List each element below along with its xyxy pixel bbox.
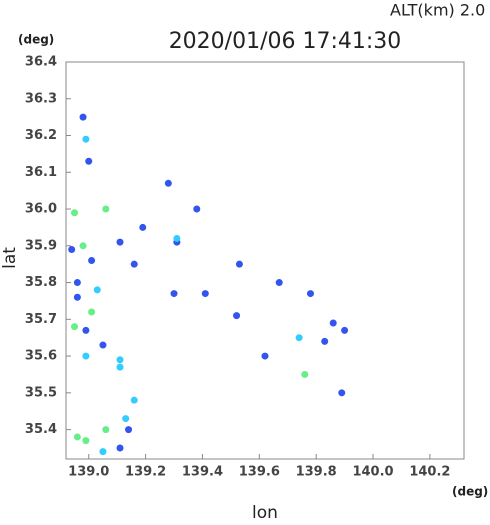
point <box>88 257 96 264</box>
point <box>68 245 76 253</box>
point <box>99 341 107 349</box>
point <box>116 238 124 246</box>
chart-title: 2020/01/06 17:41:30 <box>169 29 402 54</box>
y-tick-label: 36.2 <box>25 128 57 143</box>
x-tick-label: 139.2 <box>125 465 166 480</box>
point <box>93 286 101 294</box>
point <box>130 396 138 404</box>
y-unit: (deg) <box>18 33 54 47</box>
x-unit: (deg) <box>452 485 488 499</box>
x-label: lon <box>252 503 278 521</box>
point <box>164 179 172 187</box>
point <box>321 337 329 345</box>
point <box>88 308 96 316</box>
x-tick-label: 139.4 <box>182 465 223 480</box>
point <box>73 433 81 441</box>
point <box>261 352 269 360</box>
point <box>125 426 133 434</box>
plot-frame <box>65 61 465 460</box>
point <box>329 319 337 327</box>
point <box>85 157 93 165</box>
point <box>71 209 79 217</box>
point <box>122 415 130 423</box>
y-tick-label: 36.4 <box>25 55 57 70</box>
y-tick-label: 36.1 <box>25 165 57 180</box>
point <box>170 290 178 298</box>
point <box>79 113 87 121</box>
point <box>82 326 90 334</box>
y-tick-label: 35.9 <box>25 238 57 253</box>
point <box>130 260 138 268</box>
point <box>341 326 349 334</box>
point <box>173 234 181 242</box>
point <box>201 290 209 298</box>
point <box>301 370 309 378</box>
point <box>102 205 110 213</box>
point <box>295 334 303 342</box>
point <box>116 356 124 364</box>
point <box>82 352 90 360</box>
point <box>233 312 241 320</box>
x-tick-label: 139.0 <box>68 465 109 480</box>
y-tick-label: 35.5 <box>25 385 57 400</box>
point <box>71 323 79 331</box>
subtitle: ALT(km) 2.0 <box>390 1 485 20</box>
y-tick-label: 35.7 <box>25 312 57 327</box>
y-tick-label: 35.4 <box>25 422 57 437</box>
point <box>306 290 314 298</box>
x-tick-label: 140.2 <box>409 465 450 480</box>
point <box>82 437 90 445</box>
y-label: lat <box>0 247 20 269</box>
point <box>139 223 147 231</box>
point <box>79 242 87 250</box>
point <box>73 293 81 301</box>
x-tick-label: 140.0 <box>352 465 393 480</box>
y-tick-label: 35.8 <box>25 275 57 290</box>
point <box>99 448 107 456</box>
point <box>338 389 346 397</box>
point <box>73 279 81 287</box>
point <box>116 444 124 452</box>
y-tick-label: 35.6 <box>25 349 57 364</box>
y-tick-label: 36.3 <box>25 91 57 106</box>
y-tick-label: 36.0 <box>25 202 57 217</box>
x-tick-label: 139.6 <box>239 465 280 480</box>
point <box>235 260 243 268</box>
point <box>193 205 201 213</box>
point <box>82 135 90 143</box>
point <box>116 363 124 371</box>
point <box>102 426 110 434</box>
point <box>275 279 283 287</box>
x-tick-label: 139.8 <box>296 465 337 480</box>
